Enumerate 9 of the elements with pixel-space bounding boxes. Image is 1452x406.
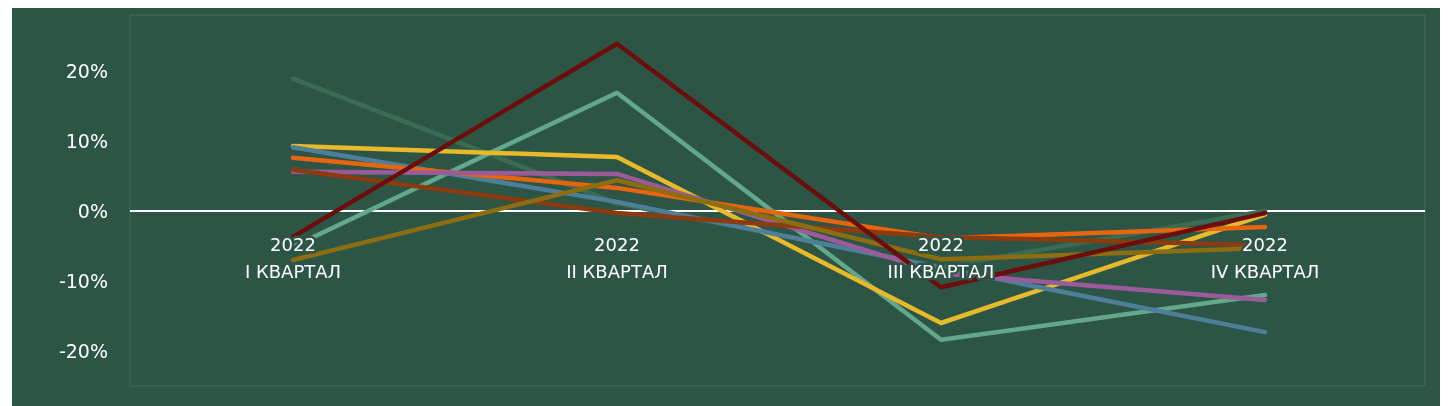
y-tick-label: 20% xyxy=(65,59,108,82)
y-tick-label: 0% xyxy=(77,199,108,222)
y-tick-label: -10% xyxy=(58,269,108,292)
x-tick-label: 2022 II КВАРТАЛ xyxy=(566,234,668,282)
x-tick-label: 2022 IV КВАРТАЛ xyxy=(1210,234,1320,282)
x-tick-label: 2022 III КВАРТАЛ xyxy=(887,234,995,282)
x-tick-label: 2022 I КВАРТАЛ xyxy=(244,234,342,282)
y-tick-label: 10% xyxy=(65,129,108,152)
y-tick-label: -20% xyxy=(58,339,108,362)
